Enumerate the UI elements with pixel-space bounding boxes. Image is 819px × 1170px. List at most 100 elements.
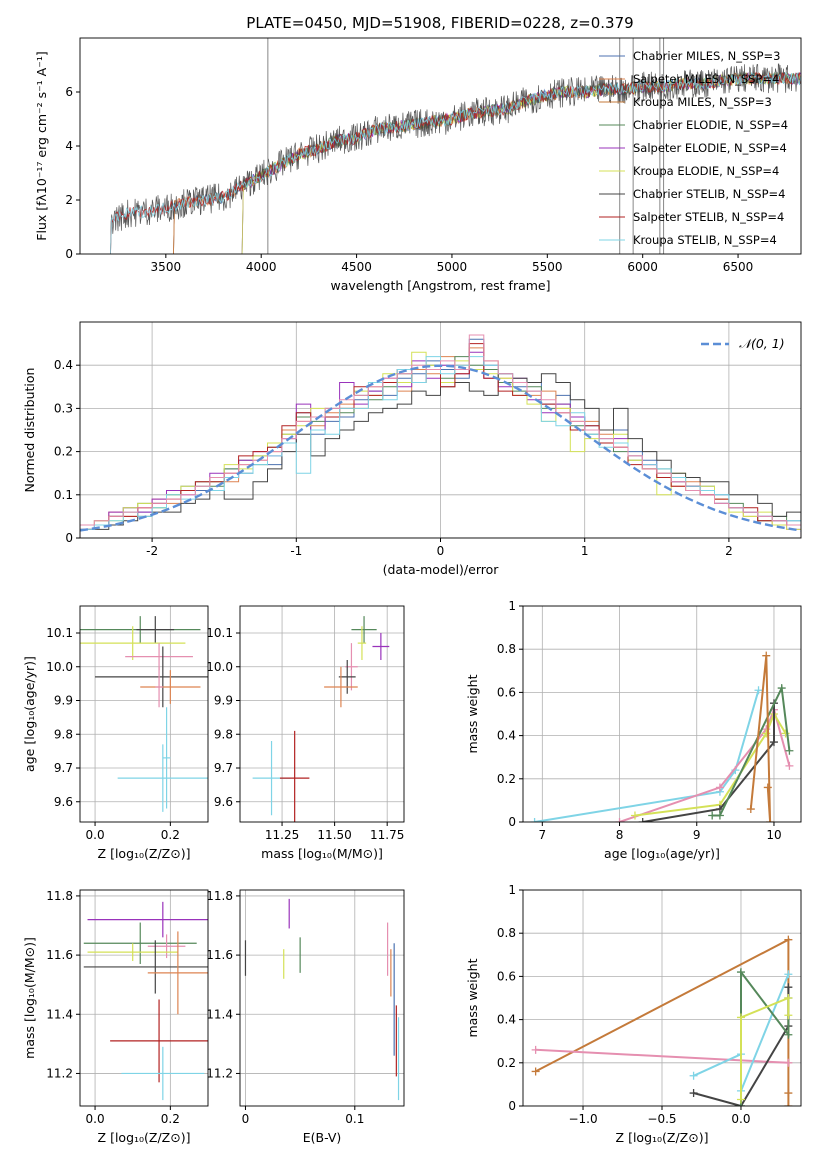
errorbar bbox=[110, 999, 208, 1083]
x-tick-label: 0.2 bbox=[161, 828, 180, 842]
x-tick-label: -2 bbox=[146, 544, 158, 558]
y-tick-label: 0.2 bbox=[497, 1056, 516, 1070]
weight-marker bbox=[615, 818, 624, 822]
weight-marker bbox=[784, 1102, 793, 1106]
errorbar bbox=[87, 943, 178, 962]
x-tick-label: −1.0 bbox=[568, 1112, 597, 1126]
y-axis-label: age [log₁₀(age/yr)] bbox=[22, 656, 37, 772]
x-axis-label: Z [log₁₀(Z/Z⊙)] bbox=[98, 1130, 191, 1145]
weight-marker bbox=[784, 1011, 793, 1020]
weight-marker bbox=[638, 818, 647, 822]
weight-marker bbox=[630, 811, 639, 820]
y-tick-label: 0 bbox=[508, 1099, 516, 1113]
weight-line bbox=[740, 996, 790, 1100]
weight-marker bbox=[531, 1045, 540, 1054]
y-tick-label: 4 bbox=[65, 139, 73, 153]
y-tick-label: 0.4 bbox=[497, 729, 516, 743]
errorbar bbox=[136, 616, 175, 644]
weight-line bbox=[534, 689, 760, 822]
weight-marker bbox=[530, 818, 539, 822]
legend-label: Chabrier MILES, N_SSP=3 bbox=[633, 49, 780, 63]
y-tick-label: 0.6 bbox=[497, 685, 516, 699]
weight-line bbox=[712, 684, 791, 817]
y-tick-label: 10.1 bbox=[46, 626, 73, 640]
x-axis-label: age [log₁₀(age/yr)] bbox=[604, 846, 720, 861]
y-tick-label: 0 bbox=[65, 531, 73, 545]
y-tick-label: 11.8 bbox=[206, 889, 233, 903]
legend-label: Kroupa ELODIE, N_SSP=4 bbox=[633, 164, 779, 178]
y-tick-label: 0.4 bbox=[54, 358, 73, 372]
panel-age-vs-Z: 0.0 0.2 9.6 9.7 9.8 9.9 10.0 10.1 Z [log₁₀(Z/Z⊙)… bbox=[22, 605, 209, 861]
y-tick-label: 0.4 bbox=[497, 1013, 516, 1027]
axes-frame bbox=[79, 889, 209, 1107]
x-tick-label: 4000 bbox=[246, 260, 277, 274]
y-tick-label: 11.4 bbox=[206, 1007, 233, 1021]
plot-area bbox=[80, 606, 208, 822]
x-tick-label: 11.50 bbox=[317, 828, 351, 842]
weight-marker bbox=[784, 983, 793, 992]
weight-marker bbox=[746, 805, 755, 814]
weight-marker bbox=[766, 818, 775, 822]
y-tick-label: 0.1 bbox=[54, 488, 73, 502]
y-tick-label: 6 bbox=[65, 85, 73, 99]
errorbar bbox=[147, 931, 208, 1015]
weight-marker bbox=[777, 684, 786, 693]
x-tick-label: 6000 bbox=[627, 260, 658, 274]
errorbar bbox=[95, 646, 208, 708]
panel-weight-vs-Z: −1.0 −0.5 0.0 0 0.2 0.4 0.6 0.8 1 Z [log₁₀(Z/Z⊙)]… bbox=[465, 883, 802, 1145]
panel-mass-vs-EBV: 0 0.1 11.2 11.4 11.6 11.8 E(B-V) bbox=[206, 889, 405, 1145]
normal-curve bbox=[80, 364, 801, 532]
plot-area bbox=[110, 38, 801, 254]
weight-line bbox=[749, 655, 772, 822]
legend-label: 𝒩(0, 1) bbox=[739, 336, 785, 351]
weight-marker bbox=[531, 1067, 540, 1076]
weight-marker bbox=[754, 686, 763, 695]
legend-label: Salpeter MILES, N_SSP=4 bbox=[633, 72, 779, 86]
legend-label: Kroupa MILES, N_SSP=3 bbox=[633, 95, 772, 109]
x-tick-label: 0.0 bbox=[86, 1112, 105, 1126]
x-tick-label: -1 bbox=[290, 544, 302, 558]
weight-marker bbox=[715, 811, 724, 820]
x-axis-label: E(B-V) bbox=[303, 1130, 342, 1145]
plot-area bbox=[240, 890, 404, 1106]
weight-marker bbox=[736, 1013, 745, 1022]
legend-label: Salpeter STELIB, N_SSP=4 bbox=[633, 210, 784, 224]
y-axis-label: mass [log₁₀(M/M⊙)] bbox=[22, 937, 37, 1059]
panel-residuals: -2 -1 0 1 2 0 0.1 0.2 0.3 0.4 (data-model)/error No… bbox=[22, 321, 802, 577]
weight-marker bbox=[784, 994, 793, 1002]
errorbar bbox=[279, 730, 310, 822]
weight-line bbox=[642, 703, 775, 822]
y-tick-label: 9.8 bbox=[54, 727, 73, 741]
errorbar bbox=[125, 643, 193, 671]
y-axis-label: Normed distribution bbox=[22, 368, 37, 493]
errorbar bbox=[155, 666, 163, 708]
x-tick-label: 5000 bbox=[437, 260, 468, 274]
y-tick-label: 11.6 bbox=[46, 948, 73, 962]
weight-marker bbox=[736, 968, 745, 977]
y-tick-label: 9.6 bbox=[54, 795, 73, 809]
plot-area bbox=[523, 890, 801, 1106]
y-tick-label: 0 bbox=[508, 815, 516, 829]
axes-frame bbox=[239, 889, 405, 1107]
x-tick-label: 11.25 bbox=[265, 828, 299, 842]
x-tick-label: 0.0 bbox=[731, 1112, 750, 1126]
y-tick-label: 0 bbox=[65, 247, 73, 261]
y-tick-label: 10.0 bbox=[46, 660, 73, 674]
y-axis-label: mass weight bbox=[465, 958, 480, 1037]
weight-marker bbox=[785, 746, 794, 755]
errorbar bbox=[372, 633, 390, 660]
errorbar bbox=[83, 922, 197, 964]
legend-label: Salpeter ELODIE, N_SSP=4 bbox=[633, 141, 787, 155]
axes-frame bbox=[79, 605, 209, 823]
x-tick-label: 10 bbox=[766, 828, 781, 842]
weight-marker bbox=[715, 783, 724, 792]
weight-line bbox=[535, 1048, 789, 1064]
y-tick-label: 0.6 bbox=[497, 969, 516, 983]
errorbar bbox=[357, 626, 367, 660]
x-tick-label: 0.0 bbox=[86, 828, 105, 842]
weight-marker bbox=[785, 761, 794, 770]
x-axis-label: mass [log₁₀(M/M⊙)] bbox=[261, 846, 383, 861]
plot-area bbox=[80, 322, 801, 538]
errorbar bbox=[140, 670, 201, 704]
y-tick-label: 9.7 bbox=[214, 761, 233, 775]
